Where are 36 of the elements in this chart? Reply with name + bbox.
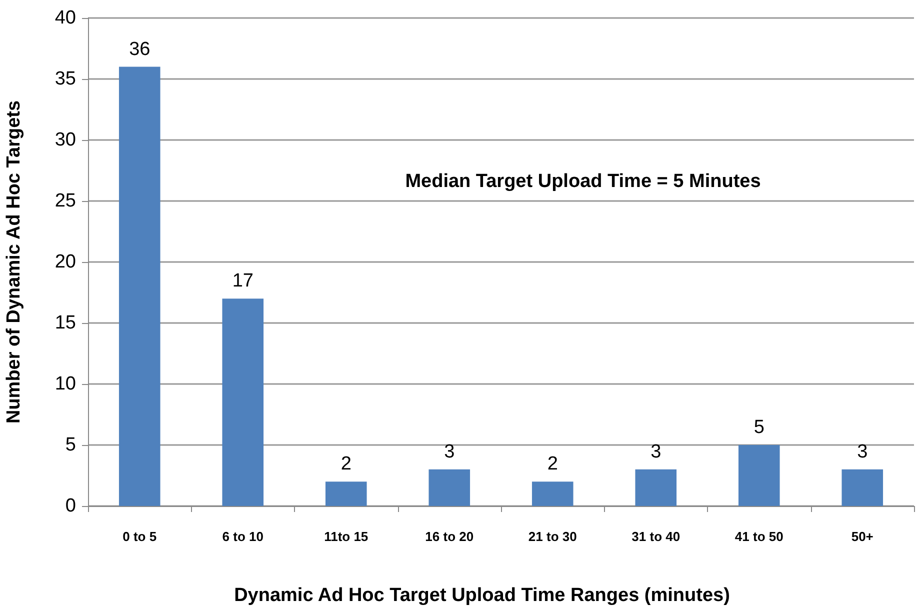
x-tick-label: 31 to 40 — [632, 529, 680, 544]
y-tick-label: 40 — [54, 8, 76, 28]
data-label: 3 — [650, 441, 662, 462]
bar — [428, 469, 470, 506]
y-tick-label: 15 — [54, 312, 76, 334]
x-tick-label: 50+ — [851, 529, 874, 544]
x-axis-title: Dynamic Ad Hoc Target Upload Time Ranges (minutes) — [234, 585, 730, 606]
data-label: 3 — [444, 441, 455, 462]
y-tick-label: 5 — [65, 434, 76, 456]
x-tick-label: 11to 15 — [324, 529, 368, 544]
bar — [842, 469, 884, 506]
bar — [738, 445, 780, 506]
data-label: 2 — [340, 454, 352, 475]
data-label: 36 — [129, 38, 150, 60]
x-tick-label: 41 to 50 — [734, 529, 784, 544]
y-tick-label: 25 — [54, 190, 76, 212]
x-tick-label: 16 to 20 — [425, 529, 474, 544]
bar — [325, 482, 367, 506]
bar — [118, 66, 160, 506]
bar — [222, 298, 264, 506]
annotation: Median Target Upload Time = 5 Minutes — [405, 171, 761, 192]
y-axis-title: Number of Dynamic Ad Hoc Targets — [4, 100, 24, 424]
x-tick-label: 21 to 30 — [528, 529, 577, 544]
y-tick-label: 35 — [54, 68, 76, 90]
x-tick-label: 0 to 5 — [122, 529, 157, 544]
bar — [532, 482, 574, 506]
data-label: 3 — [857, 441, 868, 462]
y-tick-label: 20 — [54, 252, 76, 272]
data-label: 17 — [232, 270, 254, 292]
data-label: 5 — [754, 417, 764, 438]
y-tick-label: 30 — [54, 130, 76, 150]
data-label: 2 — [547, 454, 558, 475]
bar — [635, 469, 677, 506]
x-tick-label: 6 to 10 — [222, 529, 264, 544]
y-tick-label: 0 — [65, 496, 76, 516]
y-tick-label: 10 — [54, 374, 76, 394]
